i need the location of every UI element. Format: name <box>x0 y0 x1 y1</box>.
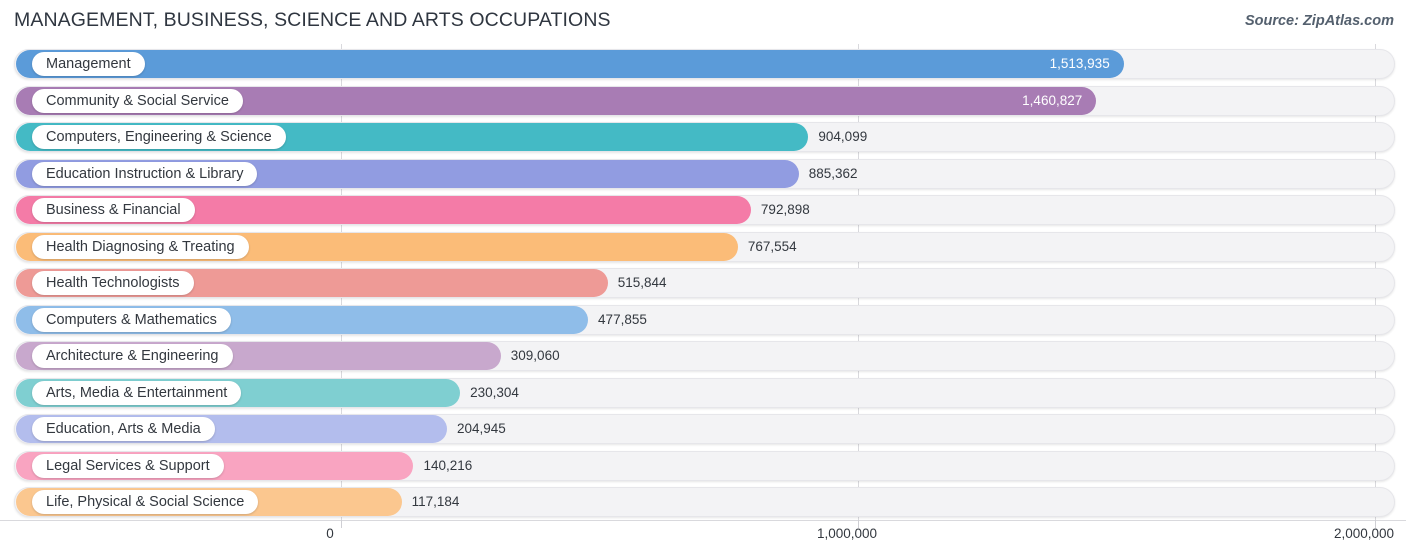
category-label[interactable]: Education, Arts & Media <box>32 417 215 441</box>
bar-value-label: 309,060 <box>510 348 560 363</box>
bar-value-label: 477,855 <box>598 311 647 327</box>
tick-mark <box>1375 520 1376 528</box>
tick-label: 0 <box>326 526 334 541</box>
chart-row[interactable]: 230,304 Arts, Media & Entertainment <box>0 377 1406 408</box>
bar-rows: 1,513,935 Management 1,460,827 Community & … <box>0 44 1406 520</box>
bar-value-label: 230,304 <box>470 384 519 400</box>
chart-row[interactable]: 309,060 Architecture & Engineering <box>0 341 1406 371</box>
category-label[interactable]: Education Instruction & Library <box>32 161 258 186</box>
chart-row[interactable]: 204,945 Education, Arts & Media <box>0 414 1406 444</box>
chart-row[interactable]: 515,844 Health Technologists <box>0 268 1406 298</box>
chart-row[interactable]: 477,855 Computers & Mathematics <box>0 304 1406 335</box>
category-label[interactable]: Health Technologists <box>32 271 194 295</box>
bar-value-label: 140,216 <box>423 457 473 473</box>
bar[interactable]: 1,513,935 <box>16 50 1124 78</box>
chart-header: MANAGEMENT, BUSINESS, SCIENCE AND ARTS O… <box>0 0 1406 44</box>
bar-value-label: 1,460,827 <box>1022 92 1083 108</box>
category-label[interactable]: Legal Services & Support <box>32 453 224 478</box>
category-label[interactable]: Computers & Mathematics <box>32 307 231 332</box>
x-axis: 0 1,000,000 2,000,000 <box>0 520 1406 558</box>
chart-row[interactable]: 885,362 Education Instruction & Library <box>0 158 1406 189</box>
category-label[interactable]: Architecture & Engineering <box>32 344 233 368</box>
category-label[interactable]: Health Diagnosing & Treating <box>32 234 249 259</box>
tick-label: 1,000,000 <box>816 526 878 541</box>
category-label[interactable]: Business & Financial <box>32 198 195 222</box>
chart-row[interactable]: 117,184 Life, Physical & Social Science <box>0 487 1406 517</box>
category-label[interactable]: Community & Social Service <box>32 88 243 113</box>
bar-value-label: 904,099 <box>818 129 868 144</box>
source-attribution: Source: ZipAtlas.com <box>1244 13 1394 29</box>
page-title: MANAGEMENT, BUSINESS, SCIENCE AND ARTS O… <box>14 9 611 31</box>
chart-row[interactable]: 792,898 Business & Financial <box>0 195 1406 225</box>
bar-value-label: 204,945 <box>456 421 506 436</box>
category-label[interactable]: Arts, Media & Entertainment <box>32 380 242 405</box>
tick-mark <box>341 520 342 528</box>
bar-value-label: 1,513,935 <box>1049 56 1110 71</box>
category-label[interactable]: Life, Physical & Social Science <box>32 490 259 514</box>
bar-value-label: 767,554 <box>747 238 797 254</box>
category-label[interactable]: Management <box>32 52 145 76</box>
chart-row[interactable]: 1,513,935 Management <box>0 49 1406 79</box>
bar-value-label: 515,844 <box>617 275 667 290</box>
bar-value-label: 117,184 <box>411 494 460 509</box>
chart-row[interactable]: 767,554 Health Diagnosing & Treating <box>0 231 1406 262</box>
tick-label: 2,000,000 <box>1333 526 1395 541</box>
bar-value-label: 792,898 <box>760 202 810 217</box>
category-label[interactable]: Computers, Engineering & Science <box>32 125 286 149</box>
bar-value-label: 885,362 <box>808 165 858 181</box>
plot-area: 1,513,935 Management 1,460,827 Community & … <box>0 44 1406 520</box>
chart-row[interactable]: 904,099 Computers, Engineering & Science <box>0 122 1406 152</box>
chart-row[interactable]: 140,216 Legal Services & Support <box>0 450 1406 481</box>
chart-row[interactable]: 1,460,827 Community & Social Service <box>0 85 1406 116</box>
axis-line <box>0 520 1406 521</box>
tick-mark <box>858 520 859 528</box>
